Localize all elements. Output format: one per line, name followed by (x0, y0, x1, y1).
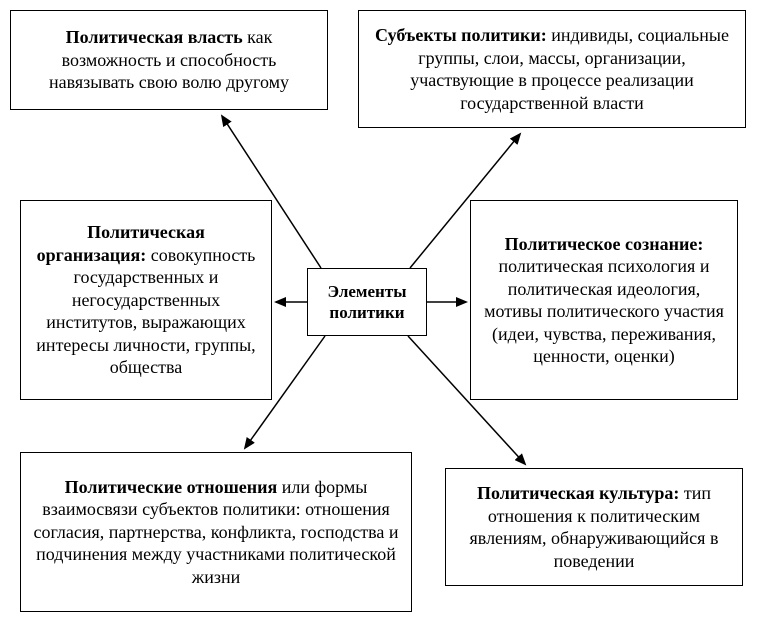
node-culture: Политическая культура: тип отношения к п… (445, 468, 743, 586)
node-title: Политические отношения (65, 477, 278, 497)
center-node: Элементы политики (307, 268, 427, 336)
node-subjects: Субъекты политики: индивиды, социальные … (358, 10, 746, 128)
node-title: Политическое сознание: (505, 234, 704, 254)
node-title: Политическая власть (66, 27, 243, 47)
node-title: Политическая культура: (477, 483, 679, 503)
center-label: Элементы политики (318, 281, 416, 324)
node-organization: Политическая организация: совокупность г… (20, 200, 272, 400)
node-power: Политическая власть как возможность и сп… (10, 10, 328, 110)
node-text: политическая психоло­гия и политическая … (484, 256, 724, 366)
node-title: Субъекты политики: (375, 25, 547, 45)
node-relations: Политические отношения или формы взаимос… (20, 452, 412, 612)
node-consciousness: Политическое сознание: политическая псих… (470, 200, 738, 400)
